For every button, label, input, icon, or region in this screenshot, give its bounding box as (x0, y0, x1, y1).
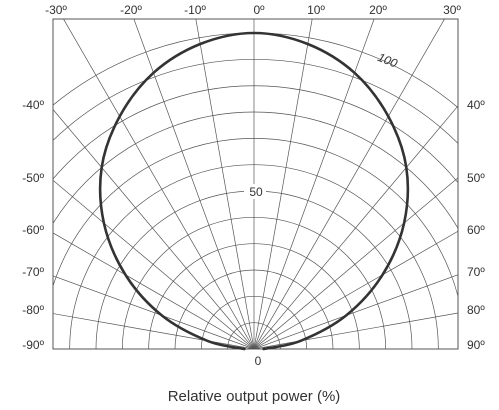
right-tick-label: 70º (467, 265, 485, 279)
grid-spoke (253, 19, 313, 349)
top-tick-label: -20º (120, 3, 142, 17)
grid-spoke (53, 108, 255, 349)
left-tick-label: -90º (22, 338, 44, 352)
right-tick-label: 40º (467, 98, 485, 112)
left-tick-label: -40º (22, 98, 44, 112)
right-tick-label: 80º (467, 303, 485, 317)
right-tick-label: 50º (467, 171, 485, 185)
grid-spoke (253, 19, 375, 349)
series-layer (98, 31, 410, 351)
left-tick-label: -60º (22, 223, 44, 237)
grid-spoke (253, 177, 458, 349)
series-line (98, 31, 410, 351)
top-tick-label: -30º (45, 3, 67, 17)
right-tick-label: 90º (467, 338, 485, 352)
grid-spoke (253, 230, 458, 349)
grid-spoke (253, 312, 458, 349)
grid-spoke (253, 19, 445, 349)
x-axis-label: Relative output power (%) (168, 388, 341, 405)
radial-label-0: 0 (255, 354, 262, 368)
top-tick-label: 0º (253, 3, 265, 17)
grid-spoke (253, 105, 458, 349)
grid-spoke (63, 19, 255, 349)
angle-tick-labels: -30º -20º -10º 0º 10º 20º 30º -40º -50º -60º -70º -… (22, 3, 485, 352)
grid-spoke (133, 19, 255, 349)
left-tick-label: -80º (22, 303, 44, 317)
left-tick-label: -70º (22, 265, 44, 279)
top-tick-label: 20º (369, 3, 387, 17)
grid-spoke (53, 232, 255, 349)
grid-spoke (53, 313, 255, 349)
right-tick-label: 60º (467, 223, 485, 237)
radial-label-50-bg (244, 184, 266, 199)
grid-spoke (53, 179, 255, 349)
radial-label-50: 50 (249, 185, 263, 199)
top-tick-label: -10º (184, 3, 206, 17)
left-tick-label: -50º (22, 171, 44, 185)
top-tick-label: 10º (307, 3, 325, 17)
top-tick-label: 30º (443, 3, 461, 17)
grid-spoke (195, 19, 255, 349)
